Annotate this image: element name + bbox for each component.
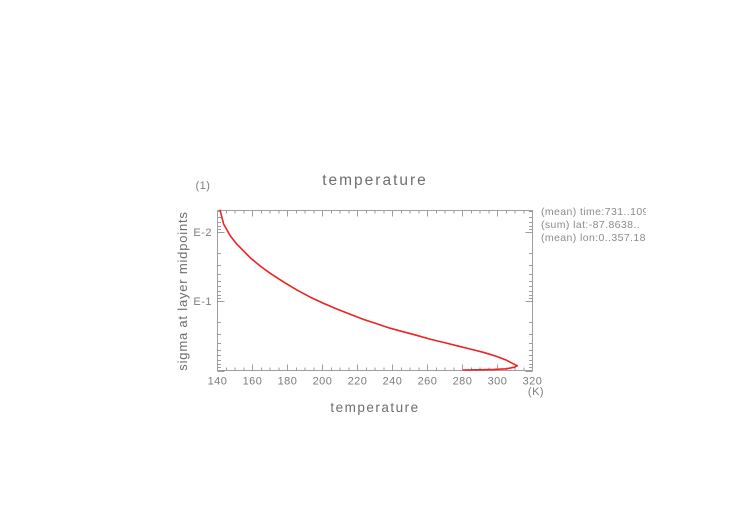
annotation-lon: (mean) lon:0..357.18 xyxy=(541,232,646,244)
x-tick-label: 240 xyxy=(383,376,403,388)
y-tick-label: E-2 xyxy=(193,227,212,239)
x-tick-label: 300 xyxy=(488,376,508,388)
x-tick-label: 160 xyxy=(243,376,263,388)
x-axis-unit-label: (K) xyxy=(527,386,545,398)
temperature-curve xyxy=(219,209,519,371)
annotation-time: (mean) time:731..1095 xyxy=(541,206,646,218)
stat-annotations: (mean) time:731..1095 (sum) lat:-87.8638… xyxy=(541,206,646,245)
chart-title: temperature xyxy=(322,172,428,189)
y-axis-unit-label: (1) xyxy=(195,180,211,192)
x-tick-label: 260 xyxy=(418,376,438,388)
y-axis-title: sigma at layer midpoints xyxy=(175,211,190,371)
x-axis-title: temperature xyxy=(330,400,420,415)
x-tick-label: 140 xyxy=(208,376,228,388)
x-tick-label: 280 xyxy=(453,376,473,388)
x-tick-label: 180 xyxy=(278,376,298,388)
x-tick-label: 320 xyxy=(523,376,543,388)
x-tick-label: 200 xyxy=(313,376,333,388)
annotation-lat: (sum) lat:-87.8638.. xyxy=(541,219,641,231)
plot-frame xyxy=(217,210,533,371)
x-tick-label: 220 xyxy=(348,376,368,388)
y-tick-label: E-1 xyxy=(193,296,212,308)
